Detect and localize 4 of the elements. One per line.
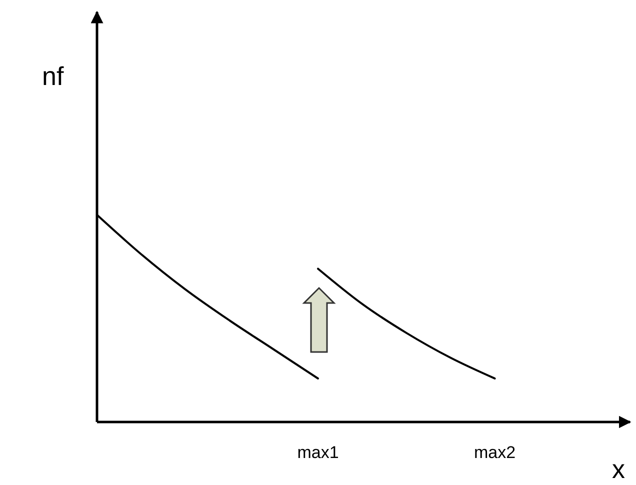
x-tick-label: max2 xyxy=(474,443,516,462)
y-axis-title: nf xyxy=(42,61,64,91)
x-axis-title: x xyxy=(612,454,625,484)
x-tick-label: max1 xyxy=(297,443,339,462)
